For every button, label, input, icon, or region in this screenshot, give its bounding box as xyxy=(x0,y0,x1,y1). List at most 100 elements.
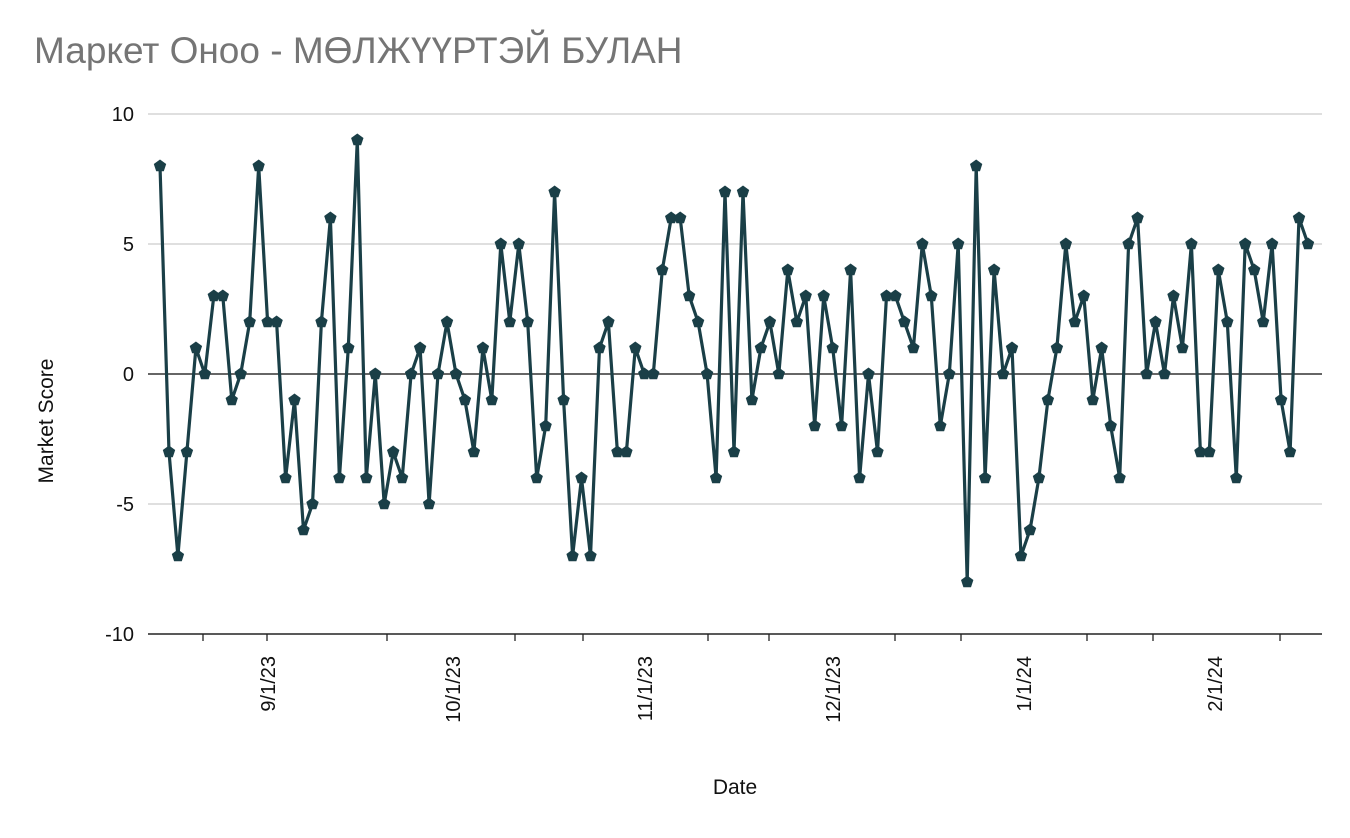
data-point xyxy=(1059,237,1072,250)
data-point xyxy=(611,445,624,458)
data-point xyxy=(736,185,750,198)
data-point xyxy=(548,185,561,198)
data-point xyxy=(835,419,848,432)
data-point xyxy=(1265,237,1279,250)
data-point xyxy=(1167,289,1180,302)
data-point xyxy=(961,575,974,588)
data-point xyxy=(1086,393,1099,406)
data-point xyxy=(871,445,884,458)
data-point xyxy=(422,497,436,510)
data-point xyxy=(198,367,211,380)
x-tick-label: 11/1/23 xyxy=(635,656,657,721)
gridlines xyxy=(148,113,1322,635)
data-point xyxy=(189,341,203,354)
data-point xyxy=(467,445,481,458)
data-point xyxy=(243,315,256,328)
data-point xyxy=(826,341,839,354)
data-point xyxy=(404,367,418,380)
data-point xyxy=(512,237,525,250)
data-point xyxy=(1221,315,1234,328)
data-point xyxy=(683,289,696,302)
y-axis-label: Market Score xyxy=(35,359,58,484)
x-axis-label: Date xyxy=(713,776,757,799)
data-point xyxy=(1176,341,1189,354)
data-point xyxy=(485,393,498,406)
data-point xyxy=(1158,367,1171,380)
data-point xyxy=(629,341,642,354)
y-tick-label: 0 xyxy=(123,364,134,386)
data-point xyxy=(880,289,893,302)
data-point xyxy=(503,315,516,328)
data-point xyxy=(162,445,176,458)
x-tick-label: 2/1/24 xyxy=(1205,656,1227,712)
data-point xyxy=(440,315,454,328)
data-point xyxy=(907,341,920,354)
data-point xyxy=(1131,211,1144,224)
data-point xyxy=(413,341,427,354)
data-point xyxy=(1230,471,1243,484)
data-point xyxy=(1292,211,1306,224)
data-point xyxy=(458,393,472,406)
data-point xyxy=(270,315,283,328)
data-point xyxy=(656,263,669,276)
data-point xyxy=(772,367,785,380)
data-point xyxy=(934,419,947,432)
data-point xyxy=(360,471,373,484)
data-point xyxy=(575,471,588,484)
data-point xyxy=(898,315,911,328)
x-tick-label: 1/1/24 xyxy=(1014,656,1036,712)
data-point xyxy=(978,471,992,484)
data-point xyxy=(727,445,741,458)
data-point xyxy=(342,341,355,354)
data-point xyxy=(1113,471,1126,484)
data-point xyxy=(1140,367,1153,380)
data-point xyxy=(252,159,265,172)
data-point xyxy=(718,185,732,198)
data-point xyxy=(1248,263,1261,276)
data-point xyxy=(817,289,830,302)
data-point xyxy=(799,289,812,302)
data-point xyxy=(566,549,579,562)
data-point xyxy=(665,211,678,224)
data-point xyxy=(530,471,543,484)
data-point xyxy=(378,497,391,510)
data-point xyxy=(431,367,445,380)
data-point xyxy=(781,263,794,276)
data-point xyxy=(1185,237,1198,250)
data-point xyxy=(952,237,965,250)
data-point xyxy=(620,445,633,458)
data-point xyxy=(288,393,301,406)
data-point xyxy=(494,237,507,250)
data-point xyxy=(1283,445,1297,458)
data-point xyxy=(844,263,857,276)
data-point xyxy=(970,159,983,172)
data-point xyxy=(557,393,570,406)
data-point xyxy=(700,367,714,380)
data-point xyxy=(1068,315,1081,328)
data-point xyxy=(754,341,768,354)
x-tick-label: 12/1/23 xyxy=(823,656,845,723)
data-point xyxy=(1005,341,1019,354)
data-point xyxy=(333,471,346,484)
data-point xyxy=(180,445,194,458)
data-point xyxy=(1274,393,1288,406)
data-point xyxy=(987,263,1001,276)
data-point xyxy=(996,367,1010,380)
data-point xyxy=(1149,315,1162,328)
data-point xyxy=(808,419,821,432)
series-market-score xyxy=(153,133,1315,588)
data-point xyxy=(638,367,651,380)
y-tick-label: -5 xyxy=(116,494,134,516)
y-axis-ticks: 10 5 0 -5 -10 xyxy=(105,104,134,646)
data-point xyxy=(925,289,938,302)
data-point xyxy=(1095,341,1108,354)
data-point xyxy=(763,315,777,328)
data-point xyxy=(521,315,534,328)
data-point xyxy=(862,367,875,380)
data-point xyxy=(279,471,292,484)
data-point xyxy=(1050,341,1064,354)
data-point xyxy=(647,367,660,380)
data-point xyxy=(207,289,220,302)
data-point xyxy=(261,315,274,328)
